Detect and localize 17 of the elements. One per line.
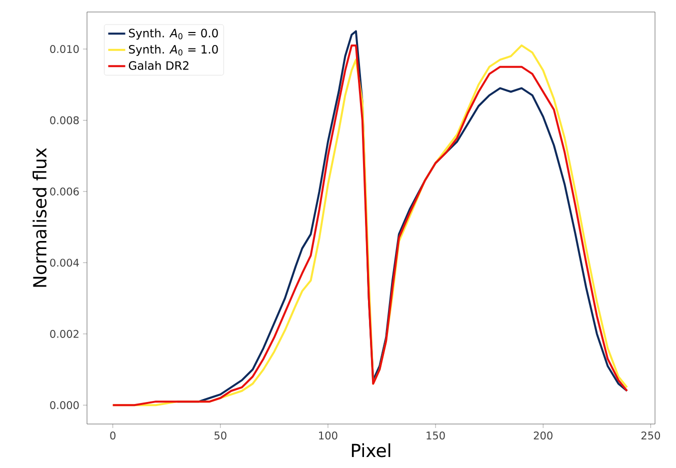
legend-label: Synth. A$_{0}$ = 1.0 bbox=[128, 44, 218, 56]
x-tick-label: 0 bbox=[110, 432, 116, 440]
x-tick-label: 150 bbox=[426, 432, 445, 440]
y-tick-label: 0.010 bbox=[50, 45, 79, 54]
y-tick-label: 0.004 bbox=[50, 258, 79, 267]
legend-label: Synth. A$_{0}$ = 0.0 bbox=[128, 28, 218, 40]
y-tick-label: 0.002 bbox=[50, 330, 78, 338]
y-tick-label: 0.000 bbox=[50, 401, 79, 410]
y-axis-title: Normalised flux bbox=[32, 148, 47, 287]
y-tick-label: 0.008 bbox=[50, 116, 79, 124]
x-tick-label: 100 bbox=[319, 432, 338, 440]
x-tick-label: 200 bbox=[534, 432, 552, 440]
x-axis-title: Pixel bbox=[352, 443, 390, 458]
y-tick-label: 0.006 bbox=[50, 187, 79, 196]
x-tick-label: 50 bbox=[214, 432, 226, 440]
legend-label: Galah DR2 bbox=[128, 60, 188, 70]
x-tick-label: 250 bbox=[641, 432, 660, 440]
